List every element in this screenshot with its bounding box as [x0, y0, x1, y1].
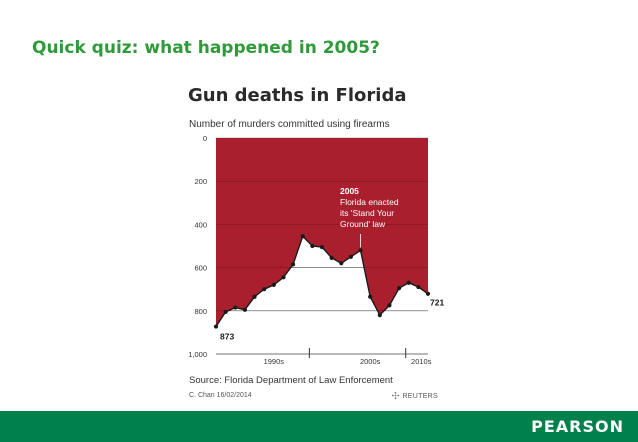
data-point	[319, 244, 325, 250]
annotation-line: Ground' law	[340, 219, 386, 229]
chart-source: Source: Florida Department of Law Enforc…	[189, 375, 393, 386]
pearson-logo: PEARSON	[531, 417, 624, 436]
data-point	[387, 303, 392, 308]
data-point	[416, 284, 421, 290]
annotation-line: its 'Stand Your	[340, 208, 394, 218]
data-point	[252, 294, 257, 299]
x-tick-label: 1990s	[264, 357, 285, 366]
data-point	[310, 243, 315, 249]
y-tick-label: 800	[194, 307, 207, 316]
chart-card: Gun deaths in Florida Number of murders …	[174, 72, 446, 404]
data-point	[348, 254, 354, 259]
data-point	[213, 324, 219, 329]
data-point	[329, 255, 334, 260]
reuters-logo-icon	[392, 391, 400, 400]
data-point	[242, 307, 248, 312]
data-point	[290, 262, 296, 267]
data-point	[396, 286, 402, 291]
reuters-brand: REUTERS	[391, 391, 438, 400]
start-value-label: 873	[220, 332, 234, 342]
chart-subtitle: Number of murders committed using firear…	[189, 119, 390, 130]
x-tick-label: 2010s	[411, 357, 432, 366]
x-tick-label: 2000s	[360, 357, 381, 366]
points-layer	[213, 234, 431, 329]
y-tick-label: 600	[194, 264, 207, 273]
data-point	[406, 280, 411, 285]
footer-bar: PEARSON	[0, 411, 638, 442]
data-point	[271, 282, 276, 287]
data-point	[339, 261, 344, 266]
data-point	[368, 294, 373, 299]
data-point	[377, 313, 382, 318]
data-point	[425, 291, 431, 296]
data-point	[262, 287, 267, 292]
data-point	[233, 305, 238, 310]
reuters-brand-label: REUTERS	[402, 393, 438, 400]
chart-title: Gun deaths in Florida	[188, 85, 407, 106]
slide-title: Quick quiz: what happened in 2005?	[32, 38, 380, 58]
axis-layer: 1990s 2000s 2010s	[216, 180, 432, 366]
end-value-label: 721	[430, 298, 444, 308]
y-tick-label: 200	[194, 177, 207, 186]
data-point	[358, 248, 363, 253]
annotation-line: Florida enacted	[340, 197, 399, 207]
annotation-year: 2005	[340, 186, 359, 196]
y-tick-label: 0	[203, 134, 207, 143]
chart-credit: C. Chan 16/02/2014	[189, 392, 252, 399]
data-point	[223, 309, 228, 314]
data-point	[300, 234, 305, 239]
gun-deaths-chart: 0 200 400 600 800 1,000 1990s 2000s 2010s 873 72…	[188, 134, 444, 366]
y-tick-label: 400	[194, 220, 207, 229]
data-point	[281, 275, 286, 280]
y-tick-label: 1,000	[188, 350, 207, 359]
murders-area	[216, 138, 428, 327]
